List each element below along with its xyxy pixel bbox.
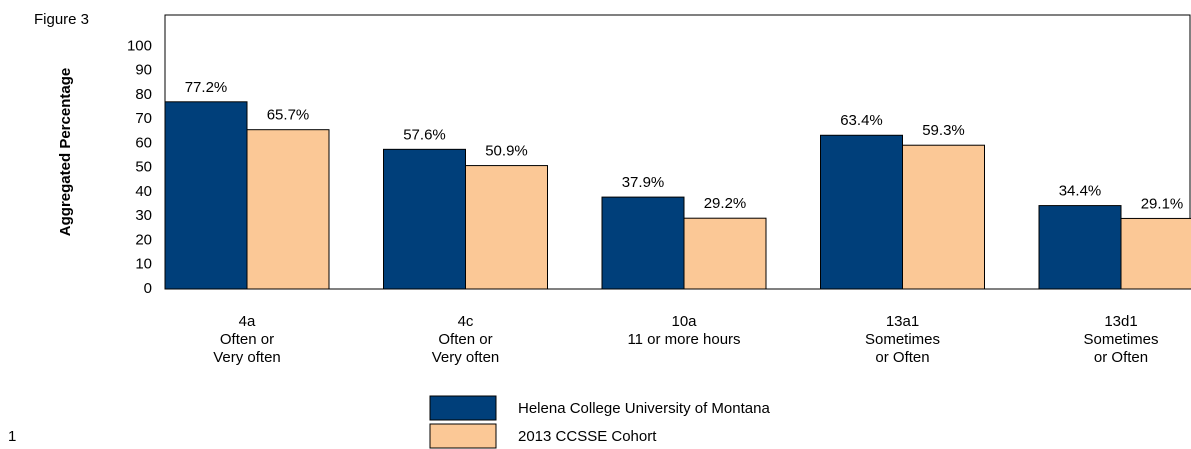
x-tick-label: Very often	[432, 349, 500, 366]
y-tick-label: 40	[135, 183, 152, 200]
y-tick-label: 30	[135, 207, 152, 224]
bar	[465, 165, 548, 290]
value-label: 29.2%	[704, 195, 747, 212]
legend-swatch	[429, 395, 497, 421]
value-label: 37.9%	[622, 174, 665, 191]
x-tick-label: 13a1	[886, 313, 919, 330]
y-tick-label: 50	[135, 159, 152, 176]
x-tick-label: 4c	[458, 313, 474, 330]
y-tick-label: 90	[135, 62, 152, 79]
x-tick-label: or Often	[875, 349, 929, 366]
bar	[820, 134, 903, 290]
bar	[1038, 205, 1122, 290]
y-tick-label: 80	[135, 86, 152, 103]
y-tick-label: 0	[144, 280, 152, 297]
x-tick-label: 11 or more hours	[627, 331, 740, 348]
bar	[1120, 217, 1191, 290]
y-tick-label: 20	[135, 231, 152, 248]
value-label: 65.7%	[267, 107, 310, 124]
figure-label: Figure 3	[34, 11, 89, 28]
value-label: 63.4%	[840, 112, 883, 129]
value-label: 77.2%	[185, 79, 228, 96]
x-tick-label: Often or	[438, 331, 492, 348]
y-tick-label: 70	[135, 110, 152, 127]
value-label: 50.9%	[485, 143, 528, 160]
y-tick-label: 60	[135, 134, 152, 151]
legend-label: 2013 CCSSE Cohort	[518, 428, 657, 445]
x-tick-label: Sometimes	[1083, 331, 1158, 348]
value-label: 34.4%	[1059, 183, 1102, 200]
y-tick-label: 100	[127, 37, 152, 54]
bar	[902, 144, 985, 290]
value-label: 57.6%	[403, 126, 446, 143]
x-tick-label: 13d1	[1104, 313, 1137, 330]
y-axis-label: Aggregated Percentage	[57, 68, 74, 236]
x-tick-label: Often or	[220, 331, 274, 348]
x-tick-label: 4a	[239, 313, 256, 330]
x-tick-label: or Often	[1094, 349, 1148, 366]
value-label: 59.3%	[922, 122, 965, 139]
legend-label: Helena College University of Montana	[518, 400, 770, 417]
x-tick-label: Very often	[213, 349, 281, 366]
bar	[683, 217, 767, 290]
bar	[164, 101, 248, 290]
legend-swatch	[429, 423, 497, 449]
y-tick-label: 10	[135, 256, 152, 273]
bar	[383, 148, 466, 290]
bar	[601, 196, 685, 290]
page-number: 1	[8, 428, 16, 445]
value-label: 29.1%	[1141, 195, 1184, 212]
x-tick-label: 10a	[671, 313, 697, 330]
bar	[246, 129, 330, 290]
x-tick-label: Sometimes	[865, 331, 940, 348]
